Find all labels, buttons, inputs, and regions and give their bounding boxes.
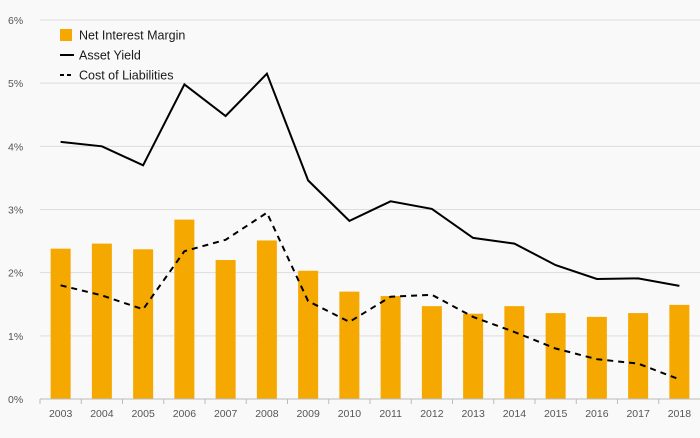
x-tick-label: 2018 <box>668 408 692 420</box>
bar-net-interest-margin <box>586 316 607 399</box>
bar-net-interest-margin <box>628 313 649 399</box>
bar-net-interest-margin <box>215 260 236 399</box>
x-tick-label: 2015 <box>544 408 568 420</box>
bar-net-interest-margin <box>50 248 71 399</box>
bar-net-interest-margin <box>339 291 360 399</box>
legend: Net Interest Margin Asset Yield Cost of Li… <box>60 29 185 83</box>
x-tick-label: 2013 <box>461 408 485 420</box>
axes: 0% 1% 2% 3% 4% 5% 6% 2003 2004 2005 2006 2007 2008 20… <box>8 15 700 420</box>
y-tick-label: 3% <box>8 205 23 217</box>
cost-of-liabilities-line <box>60 211 680 381</box>
x-tick-label: 2017 <box>626 408 650 420</box>
x-tick-label: 2003 <box>49 408 73 420</box>
y-tick-label: 4% <box>8 141 23 153</box>
y-tick-label: 5% <box>8 78 23 90</box>
x-tick-label: 2004 <box>90 408 114 420</box>
legend-label-cost-of-liabilities: Cost of Liabilities <box>79 69 174 83</box>
bar-net-interest-margin <box>174 219 195 399</box>
legend-label-asset-yield: Asset Yield <box>79 49 141 63</box>
x-tick-label: 2008 <box>255 408 279 420</box>
x-tick-label: 2006 <box>173 408 197 420</box>
x-tick-label: 2011 <box>379 408 402 420</box>
bar-net-interest-margin <box>421 306 442 399</box>
y-tick-label: 2% <box>8 268 23 280</box>
bar-net-interest-margin <box>545 313 566 399</box>
x-tick-label: 2005 <box>131 408 155 420</box>
bar-net-interest-margin <box>669 304 690 399</box>
x-tick-label: 2014 <box>503 408 527 420</box>
bar-net-interest-margin <box>256 240 277 399</box>
net-interest-margin-bars <box>50 219 690 399</box>
bar-net-interest-margin <box>380 296 401 399</box>
y-tick-label: 6% <box>8 15 23 27</box>
line-series <box>60 71 680 381</box>
legend-label-net-interest-margin: Net Interest Margin <box>79 29 185 43</box>
bar-net-interest-margin <box>463 313 484 399</box>
legend-swatch-net-interest-margin <box>60 29 72 41</box>
y-tick-label: 1% <box>8 331 23 343</box>
bar-net-interest-margin <box>91 243 112 399</box>
x-tick-label: 2007 <box>214 408 238 420</box>
x-tick-label: 2009 <box>296 408 320 420</box>
bar-net-interest-margin <box>504 306 525 399</box>
x-tick-label: 2010 <box>338 408 362 420</box>
bar-net-interest-margin <box>133 249 154 399</box>
asset-yield-line <box>60 71 680 287</box>
y-tick-label: 0% <box>8 394 23 406</box>
bar-net-interest-margin <box>298 270 319 399</box>
x-tick-label: 2012 <box>420 408 444 420</box>
x-tick-label: 2016 <box>585 408 609 420</box>
